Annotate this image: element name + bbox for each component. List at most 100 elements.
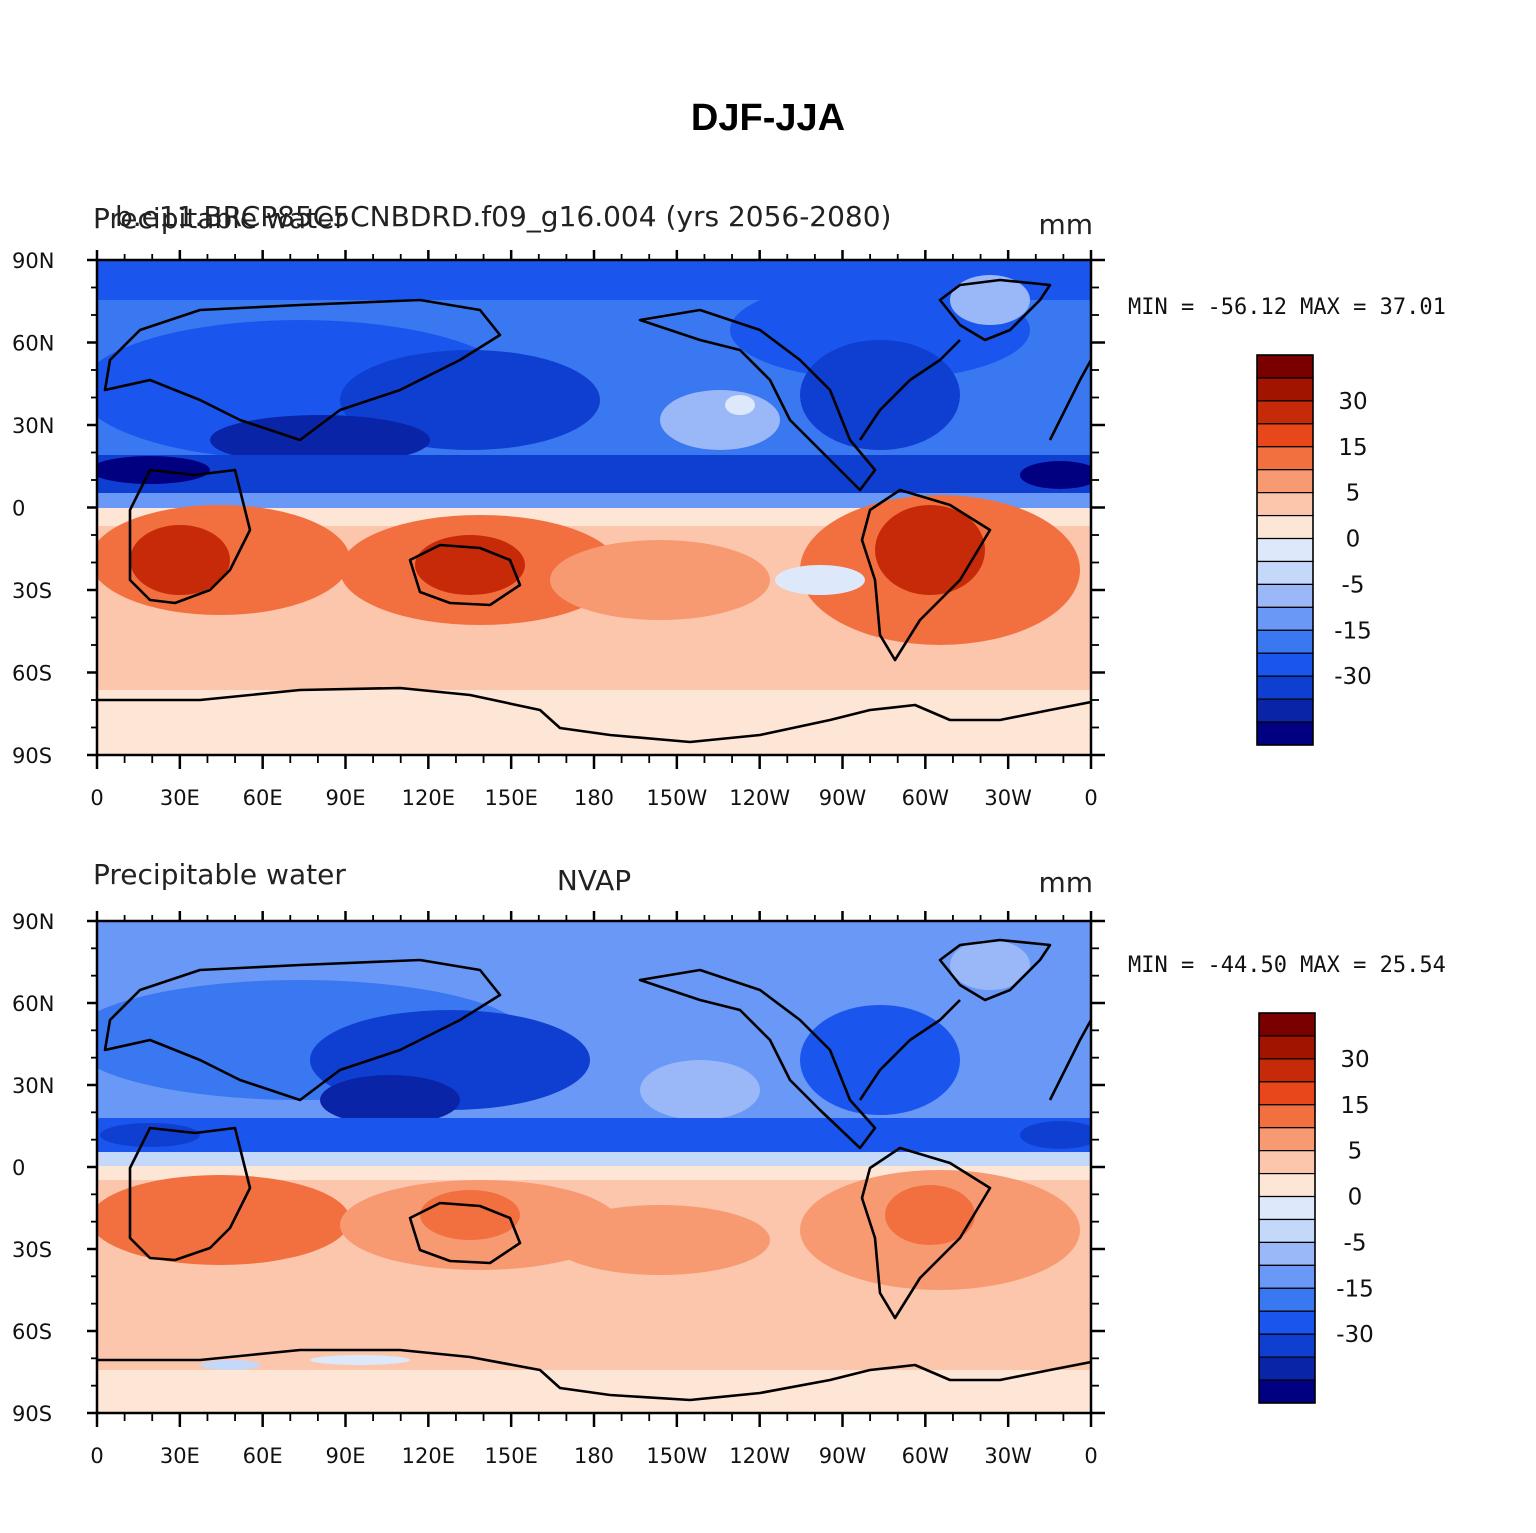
antarctic-pale bbox=[97, 690, 1091, 755]
panel-top-lat-label-0: 90N bbox=[12, 249, 54, 273]
europe-west-coast bbox=[1048, 359, 1091, 441]
s-pacific-warm bbox=[550, 1205, 770, 1275]
panel-bottom-lon-label-4: 120E bbox=[402, 1444, 455, 1468]
panel-bottom-lon-label-12: 0 bbox=[1084, 1444, 1097, 1468]
panel-bottom-colorbar: 30 15 5 0 -5 -15 -30 bbox=[1258, 1012, 1374, 1404]
panel-bottom-lon-label-2: 60E bbox=[243, 1444, 283, 1468]
antarctic-cool-1 bbox=[200, 1360, 260, 1370]
panel-top: Precipitable water b.e11.BRCP85C5CNBDRD.… bbox=[12, 200, 1446, 810]
panel-bottom-colorbar-swatch-8 bbox=[1258, 1195, 1316, 1221]
panel-bottom-colorbar-swatch-9 bbox=[1258, 1218, 1316, 1244]
atlantic-tropic-darkest bbox=[1020, 461, 1091, 489]
panel-top-lat-label-2: 30N bbox=[12, 414, 54, 438]
panel-top-variable-title: Precipitable water bbox=[93, 202, 346, 235]
panel-top-lon-label-6: 180 bbox=[574, 786, 614, 810]
south-asia-darkest bbox=[320, 1075, 460, 1125]
panel-top-lon-label-9: 90W bbox=[819, 786, 867, 810]
panel-bottom-lon-label-5: 150E bbox=[484, 1444, 537, 1468]
panel-top-lon-label-8: 120W bbox=[729, 786, 790, 810]
panel-top-lon-label-12: 0 bbox=[1084, 786, 1097, 810]
panel-top-case-title: b.e11.BRCP85C5CNBDRD.f09_g16.004 (yrs 20… bbox=[115, 200, 891, 233]
panel-top-colorbar-swatch-6 bbox=[1256, 492, 1314, 517]
greenland-low bbox=[950, 275, 1030, 325]
greenland-coast bbox=[938, 278, 1052, 342]
north-america-west-coast bbox=[638, 968, 877, 1150]
s-pacific-warm bbox=[550, 540, 770, 620]
panel-bottom-colorbar-swatch-12 bbox=[1258, 1287, 1316, 1312]
panel-bottom-colorbar-label-5: -15 bbox=[1336, 1276, 1374, 1302]
panel-top-lat-label-6: 90S bbox=[12, 744, 52, 768]
panel-top-colorbar-swatch-15 bbox=[1256, 698, 1314, 723]
antarctic-cool-2 bbox=[310, 1355, 410, 1365]
panel-top-colorbar-label-0: 30 bbox=[1338, 389, 1367, 415]
panel-bottom-lat-label-0: 90N bbox=[12, 910, 54, 934]
panel-top-colorbar-label-4: -5 bbox=[1342, 572, 1365, 598]
panel-bottom-lat-label-2: 30N bbox=[12, 1074, 54, 1098]
panel-bottom-colorbar-label-2: 5 bbox=[1348, 1139, 1363, 1165]
panel-top-ticks: 90N 60N 30N 0 30S 60S 90S 0 30E 60E 90E 120E 150E 180… bbox=[12, 249, 1105, 810]
panel-top-lon-label-1: 30E bbox=[160, 786, 200, 810]
africa-coast bbox=[128, 1126, 252, 1262]
north-america-west-coast bbox=[638, 308, 877, 492]
panel-bottom-colorbar-swatch-5 bbox=[1258, 1127, 1316, 1152]
panel-top-lat-label-3: 0 bbox=[12, 497, 25, 521]
panel-bottom-colorbar-swatch-0 bbox=[1258, 1012, 1316, 1037]
panel-top-colorbar-swatch-8 bbox=[1256, 537, 1314, 563]
panel-bottom-lon-label-7: 150W bbox=[646, 1444, 707, 1468]
panel-bottom-lon-label-1: 30E bbox=[160, 1444, 200, 1468]
greenland-low bbox=[950, 940, 1030, 990]
npac-light bbox=[660, 390, 780, 450]
eurasia-coast bbox=[103, 958, 502, 1102]
panel-bottom-lon-label-9: 90W bbox=[819, 1444, 867, 1468]
africa-coast bbox=[128, 468, 252, 605]
panel-top-lon-label-7: 150W bbox=[646, 786, 707, 810]
panel-bottom-lon-label-11: 30W bbox=[984, 1444, 1032, 1468]
australia-hot bbox=[415, 535, 525, 595]
panel-top-colorbar-label-2: 5 bbox=[1346, 481, 1361, 507]
panel-bottom-colorbar-label-0: 30 bbox=[1340, 1047, 1369, 1073]
panel-top-lon-label-2: 60E bbox=[243, 786, 283, 810]
s-africa-warm bbox=[97, 1175, 350, 1265]
panel-top-colorbar-label-6: -30 bbox=[1334, 664, 1372, 690]
europe-west-coast bbox=[1048, 1019, 1091, 1101]
panel-bottom-colorbar-label-1: 15 bbox=[1340, 1093, 1369, 1119]
antarctica-coast bbox=[97, 686, 1091, 744]
panel-top-colorbar-frame bbox=[1256, 354, 1314, 746]
australia-coast bbox=[408, 1201, 522, 1265]
panel-top-lon-label-10: 60W bbox=[902, 786, 950, 810]
panel-top-colorbar-swatch-7 bbox=[1256, 514, 1314, 540]
panel-bottom-colorbar-swatch-14 bbox=[1258, 1333, 1316, 1358]
panel-bottom-lon-label-3: 90E bbox=[326, 1444, 366, 1468]
panel-top-colorbar-swatch-10 bbox=[1256, 583, 1314, 608]
panel-top-lat-label-5: 60S bbox=[12, 662, 52, 686]
panel-bottom-lon-label-0: 0 bbox=[90, 1444, 103, 1468]
panel-top-colorbar-swatch-5 bbox=[1256, 469, 1314, 494]
panel-bottom-colorbar-label-6: -30 bbox=[1336, 1322, 1374, 1348]
panel-bottom-ticks: 90N 60N 30N 0 30S 60S 90S 0 30E 60E 90E 120E 150E 180… bbox=[12, 910, 1105, 1468]
panel-top-lat-label-1: 60N bbox=[12, 332, 54, 356]
panel-bottom: Precipitable water NVAP mm bbox=[12, 858, 1446, 1468]
panel-bottom-colorbar-swatch-15 bbox=[1258, 1356, 1316, 1381]
panel-top-colorbar-swatch-11 bbox=[1256, 606, 1314, 631]
polar-band bbox=[97, 921, 1091, 971]
panel-top-colorbar-swatch-9 bbox=[1256, 560, 1314, 586]
panel-bottom-colorbar-swatch-2 bbox=[1258, 1058, 1316, 1083]
panel-top-colorbar-swatch-1 bbox=[1256, 377, 1314, 402]
panel-bottom-lat-label-6: 90S bbox=[12, 1402, 52, 1426]
panel-bottom-lat-label-5: 60S bbox=[12, 1320, 52, 1344]
panel-bottom-map bbox=[97, 921, 1091, 1413]
africa-tropic-dark bbox=[100, 1123, 200, 1147]
panel-top-units: mm bbox=[1038, 208, 1093, 241]
south-america-coast bbox=[860, 488, 992, 662]
panel-bottom-colorbar-swatch-13 bbox=[1258, 1310, 1316, 1335]
panel-top-colorbar-swatch-2 bbox=[1256, 400, 1314, 425]
north-america-east-coast bbox=[858, 339, 961, 441]
panel-top-colorbar-swatch-4 bbox=[1256, 446, 1314, 471]
s-america-hot bbox=[885, 1185, 975, 1245]
panel-top-lon-label-11: 30W bbox=[984, 786, 1032, 810]
eurasia-coast bbox=[103, 298, 502, 442]
panel-bottom-colorbar-swatch-7 bbox=[1258, 1172, 1316, 1198]
panel-bottom-lon-label-8: 120W bbox=[729, 1444, 790, 1468]
tropical-dark-band bbox=[97, 455, 1091, 495]
panel-top-map bbox=[97, 260, 1091, 755]
